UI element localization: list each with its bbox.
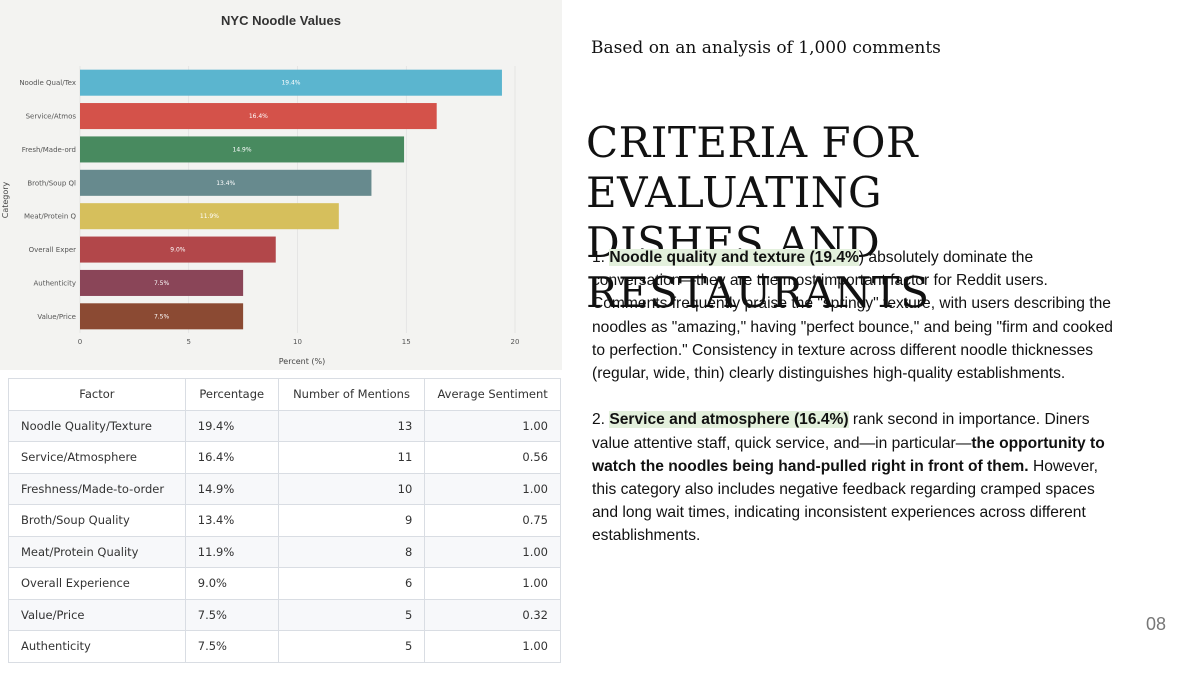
category-label: Fresh/Made-ord <box>22 146 76 154</box>
cell-mentions: 10 <box>277 472 426 505</box>
header-sentiment: Average Sentiment <box>424 378 561 411</box>
bar <box>80 103 437 130</box>
x-tick-label: 0 <box>78 338 82 346</box>
p1-rest: ) absolutely dominate the conversation—t… <box>592 249 1113 383</box>
cell-percentage: 7.5% <box>184 598 279 631</box>
p2-highlight: Service and atmosphere (16.4%) <box>609 411 849 429</box>
cell-mentions: 5 <box>277 598 426 631</box>
cell-mentions: 11 <box>277 441 426 474</box>
paragraph-1: 1. Noodle quality and texture (19.4%) ab… <box>592 246 1122 385</box>
cell-mentions: 8 <box>277 535 426 568</box>
cell-sentiment: 0.75 <box>424 504 561 537</box>
paragraph-2: 2. Service and atmosphere (16.4%) rank s… <box>592 408 1122 547</box>
category-label: Service/Atmos <box>26 113 77 121</box>
bar <box>80 269 244 296</box>
cell-factor: Meat/Protein Quality <box>8 535 186 568</box>
table-row: Freshness/Made-to-order 14.9% 10 1.00 <box>8 472 561 505</box>
cell-percentage: 19.4% <box>184 409 279 442</box>
category-label: Noodle Qual/Tex <box>19 79 76 87</box>
bar-value-label: 7.5% <box>154 313 170 320</box>
bar-value-label: 9.0% <box>170 247 186 254</box>
table-row: Authenticity 7.5% 5 1.00 <box>8 630 561 663</box>
cell-mentions: 6 <box>277 567 426 600</box>
p2-text-2: However, this category also includes neg… <box>592 457 1098 545</box>
cell-percentage: 7.5% <box>184 630 279 663</box>
category-label: Broth/Soup Ql <box>27 179 76 187</box>
p1-number: 1. <box>592 249 610 266</box>
category-label: Overall Exper <box>29 246 77 254</box>
p1-highlight: Noodle quality and texture (19.4% <box>609 249 859 266</box>
cell-sentiment: 1.00 <box>424 535 561 568</box>
cell-mentions: 5 <box>277 630 426 663</box>
cell-factor: Value/Price <box>8 598 186 631</box>
table-row: Broth/Soup Quality 13.4% 9 0.75 <box>8 504 561 537</box>
table-row: Meat/Protein Quality 11.9% 8 1.00 <box>8 535 561 568</box>
p2-bold: the opportunity to watch the noodles bei… <box>592 434 1105 475</box>
bar <box>80 203 339 230</box>
y-axis-label: Category <box>1 181 10 218</box>
cell-percentage: 9.0% <box>184 567 279 600</box>
bars: 19.4% 16.4% 14.9% 13.4% 11.9% 9.0% 7.5% 7.5% <box>80 69 502 330</box>
bar <box>80 236 276 263</box>
heading-line-1: CRITERIA FOR EVALUATING <box>586 118 919 217</box>
subtitle: Based on an analysis of 1,000 comments <box>591 38 941 58</box>
table-row: Value/Price 7.5% 5 0.32 <box>8 598 561 631</box>
bar-value-label: 14.9% <box>233 146 252 153</box>
header-factor: Factor <box>8 378 186 411</box>
x-tick-label: 5 <box>187 338 191 346</box>
p2-text-1: rank second in importance. Diners value … <box>592 411 1090 452</box>
category-label: Value/Price <box>37 313 76 321</box>
cell-mentions: 9 <box>277 504 426 537</box>
bar-value-label: 19.4% <box>281 80 300 87</box>
category-labels: Noodle Qual/Tex Service/Atmos Fresh/Made-o… <box>19 79 76 321</box>
bar <box>80 69 502 96</box>
table-header-row: Factor Percentage Number of Mentions Ave… <box>8 378 561 411</box>
x-axis-label: Percent (%) <box>279 357 326 366</box>
x-tick-label: 20 <box>511 338 520 346</box>
body-text: 1. Noodle quality and texture (19.4%) ab… <box>592 246 1122 571</box>
bar-value-label: 7.5% <box>154 280 170 287</box>
table-body: Noodle Quality/Texture 19.4% 13 1.00 Service… <box>8 409 561 663</box>
bar <box>80 136 405 163</box>
cell-sentiment: 1.00 <box>424 630 561 663</box>
table-row: Overall Experience 9.0% 6 1.00 <box>8 567 561 600</box>
cell-factor: Freshness/Made-to-order <box>8 472 186 505</box>
p2-number: 2. <box>592 411 610 429</box>
cell-factor: Service/Atmosphere <box>8 441 186 474</box>
bar <box>80 169 372 196</box>
cell-sentiment: 1.00 <box>424 472 561 505</box>
cell-percentage: 14.9% <box>184 472 279 505</box>
cell-mentions: 13 <box>277 409 426 442</box>
cell-percentage: 16.4% <box>184 441 279 474</box>
factor-table: Factor Percentage Number of Mentions Ave… <box>8 378 561 663</box>
cell-sentiment: 0.32 <box>424 598 561 631</box>
x-tick-labels: 0 5 10 15 20 <box>78 338 520 346</box>
bar <box>80 303 244 330</box>
x-tick-label: 10 <box>293 338 302 346</box>
cell-factor: Authenticity <box>8 630 186 663</box>
bar-value-label: 13.4% <box>216 180 235 187</box>
table-row: Noodle Quality/Texture 19.4% 13 1.00 <box>8 409 561 442</box>
x-tick-label: 15 <box>402 338 411 346</box>
category-label: Authenticity <box>33 279 76 287</box>
bar-chart: NYC Noodle Values 19.4% 16.4% 14.9% 13.4% 11… <box>1 13 520 366</box>
header-percentage: Percentage <box>184 378 279 411</box>
bar-value-label: 16.4% <box>249 113 268 120</box>
cell-percentage: 13.4% <box>184 504 279 537</box>
page-number: 08 <box>1146 614 1167 634</box>
cell-factor: Noodle Quality/Texture <box>8 409 186 442</box>
cell-sentiment: 1.00 <box>424 409 561 442</box>
cell-percentage: 11.9% <box>184 535 279 568</box>
chart-title: NYC Noodle Values <box>221 13 341 28</box>
bar-value-label: 11.9% <box>200 213 219 220</box>
cell-sentiment: 0.56 <box>424 441 561 474</box>
cell-sentiment: 1.00 <box>424 567 561 600</box>
header-mentions: Number of Mentions <box>277 378 426 411</box>
table-row: Service/Atmosphere 16.4% 11 0.56 <box>8 441 561 474</box>
cell-factor: Overall Experience <box>8 567 186 600</box>
category-label: Meat/Protein Q <box>24 213 77 221</box>
chart-panel: NYC Noodle Values 19.4% 16.4% 14.9% 13.4% 11… <box>0 0 562 370</box>
cell-factor: Broth/Soup Quality <box>8 504 186 537</box>
